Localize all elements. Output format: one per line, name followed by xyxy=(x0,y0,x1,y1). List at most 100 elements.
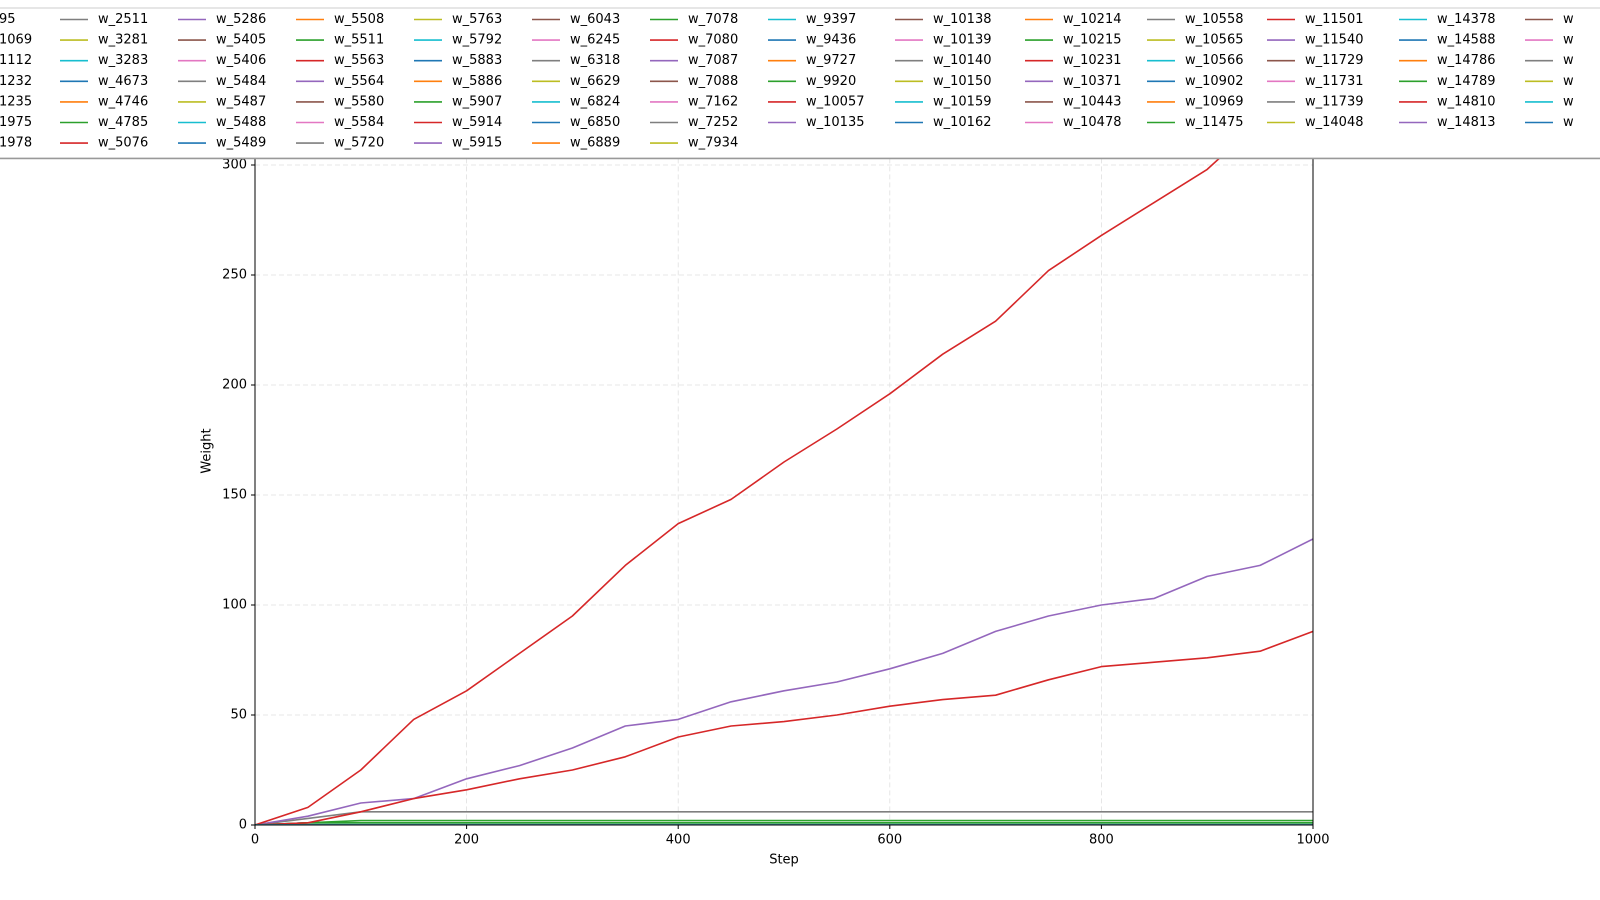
legend-label: w_10902 xyxy=(1185,74,1244,89)
legend-label: w_7088 xyxy=(688,74,738,89)
y-tick-label: 100 xyxy=(222,598,247,613)
x-tick-label: 800 xyxy=(1089,833,1114,848)
legend-label: w_11731 xyxy=(1305,74,1364,89)
legend-label: w_5907 xyxy=(452,94,502,109)
legend-label: 1069 xyxy=(0,33,32,48)
lines-layer xyxy=(255,158,1313,825)
legend-label: w_11475 xyxy=(1185,115,1244,130)
legend-label: w xyxy=(1563,115,1574,130)
legend-label: w_14048 xyxy=(1305,115,1364,130)
legend-label: w_5406 xyxy=(216,53,266,68)
legend-label: w_10140 xyxy=(933,53,992,68)
legend-label: w_5915 xyxy=(452,136,502,151)
axes-layer: 0 200 400 600 800 1000 0 50 100 150 200 250 300 xyxy=(222,158,1329,848)
legend-label: w_14588 xyxy=(1437,33,1496,48)
legend-label: w_11729 xyxy=(1305,53,1364,68)
y-tick-label: 150 xyxy=(222,488,247,503)
legend-label: w_6629 xyxy=(570,74,620,89)
legend-label: w_10478 xyxy=(1063,115,1122,130)
legend-label: w_10969 xyxy=(1185,94,1244,109)
legend-label: w_7162 xyxy=(688,94,738,109)
x-tick-label: 0 xyxy=(251,833,259,848)
x-tick-label: 200 xyxy=(454,833,479,848)
legend-label: w_5763 xyxy=(452,12,502,27)
legend-label: w_9397 xyxy=(806,12,856,27)
legend-label: w_10139 xyxy=(933,33,992,48)
x-axis-label: Step xyxy=(769,853,799,868)
y-tick-label: 0 xyxy=(239,818,247,833)
legend-label: w_5563 xyxy=(334,53,384,68)
legend-label: w xyxy=(1563,12,1574,27)
legend-label: w_6824 xyxy=(570,94,620,109)
legend-label: w_7078 xyxy=(688,12,738,27)
legend-label: w_5076 xyxy=(98,136,148,151)
y-tick-label: 250 xyxy=(222,268,247,283)
legend-label: w_14378 xyxy=(1437,12,1496,27)
legend-label: w_5484 xyxy=(216,74,266,89)
legend-label: w_7087 xyxy=(688,53,738,68)
legend-label: w_5914 xyxy=(452,115,502,130)
y-tick-label: 50 xyxy=(230,708,247,723)
legend-label: w_14810 xyxy=(1437,94,1496,109)
legend-label: w_6889 xyxy=(570,136,620,151)
y-axis-label: Weight xyxy=(200,428,215,473)
legend-label: w_10135 xyxy=(806,115,865,130)
legend-label: w_6043 xyxy=(570,12,620,27)
legend-label: w_9727 xyxy=(806,53,856,68)
legend-label: w_9436 xyxy=(806,33,856,48)
legend-label: w_7080 xyxy=(688,33,738,48)
legend-label: w_6850 xyxy=(570,115,620,130)
legend-label: w_11739 xyxy=(1305,94,1364,109)
x-tick-label: 600 xyxy=(877,833,902,848)
legend-label: w_4673 xyxy=(98,74,148,89)
legend-label: w xyxy=(1563,74,1574,89)
series-line xyxy=(255,822,1313,825)
legend-label: w_3281 xyxy=(98,33,148,48)
legend-label: w_4746 xyxy=(98,94,148,109)
legend-label: w_5584 xyxy=(334,115,384,130)
legend-label: w_10150 xyxy=(933,74,992,89)
legend-label: 1112 xyxy=(0,53,32,68)
legend-label: w_10565 xyxy=(1185,33,1244,48)
legend-label: w_10566 xyxy=(1185,53,1244,68)
legend-label: w_7934 xyxy=(688,136,738,151)
legend-label: w_5488 xyxy=(216,115,266,130)
legend-label: w_5487 xyxy=(216,94,266,109)
legend-label: w_5564 xyxy=(334,74,384,89)
legend-label: w_5508 xyxy=(334,12,384,27)
legend-label: w_6318 xyxy=(570,53,620,68)
x-tick-label: 400 xyxy=(666,833,691,848)
legend-label: w_10215 xyxy=(1063,33,1122,48)
legend-label: w_14789 xyxy=(1437,74,1496,89)
legend-label: 1975 xyxy=(0,115,32,130)
y-tick-label: 300 xyxy=(222,158,247,173)
legend-label: w_10231 xyxy=(1063,53,1122,68)
legend-label: w_11540 xyxy=(1305,33,1364,48)
legend-label: w_11501 xyxy=(1305,12,1364,27)
legend-label: w_2511 xyxy=(98,12,148,27)
legend-label: 1978 xyxy=(0,136,32,151)
series-line xyxy=(255,158,1221,825)
legend-label: w_9920 xyxy=(806,74,856,89)
x-tick-label: 1000 xyxy=(1296,833,1329,848)
legend-label: w_10214 xyxy=(1063,12,1122,27)
series-line xyxy=(255,538,1313,825)
legend-label: w_7252 xyxy=(688,115,738,130)
legend-label: w_5511 xyxy=(334,33,384,48)
legend-label: w_10162 xyxy=(933,115,992,130)
legend-label: w xyxy=(1563,33,1574,48)
legend-label: w_5720 xyxy=(334,136,384,151)
legend-label: w_10558 xyxy=(1185,12,1244,27)
legend-label: w_5580 xyxy=(334,94,384,109)
series-line xyxy=(255,811,1313,825)
legend-label: 1235 xyxy=(0,94,32,109)
legend-label: w_6245 xyxy=(570,33,620,48)
legend-label: w_14786 xyxy=(1437,53,1496,68)
y-tick-label: 200 xyxy=(222,378,247,393)
legend-label: w_4785 xyxy=(98,115,148,130)
legend-label: w_5883 xyxy=(452,53,502,68)
legend-label: w_5405 xyxy=(216,33,266,48)
grid-layer xyxy=(254,158,1314,826)
